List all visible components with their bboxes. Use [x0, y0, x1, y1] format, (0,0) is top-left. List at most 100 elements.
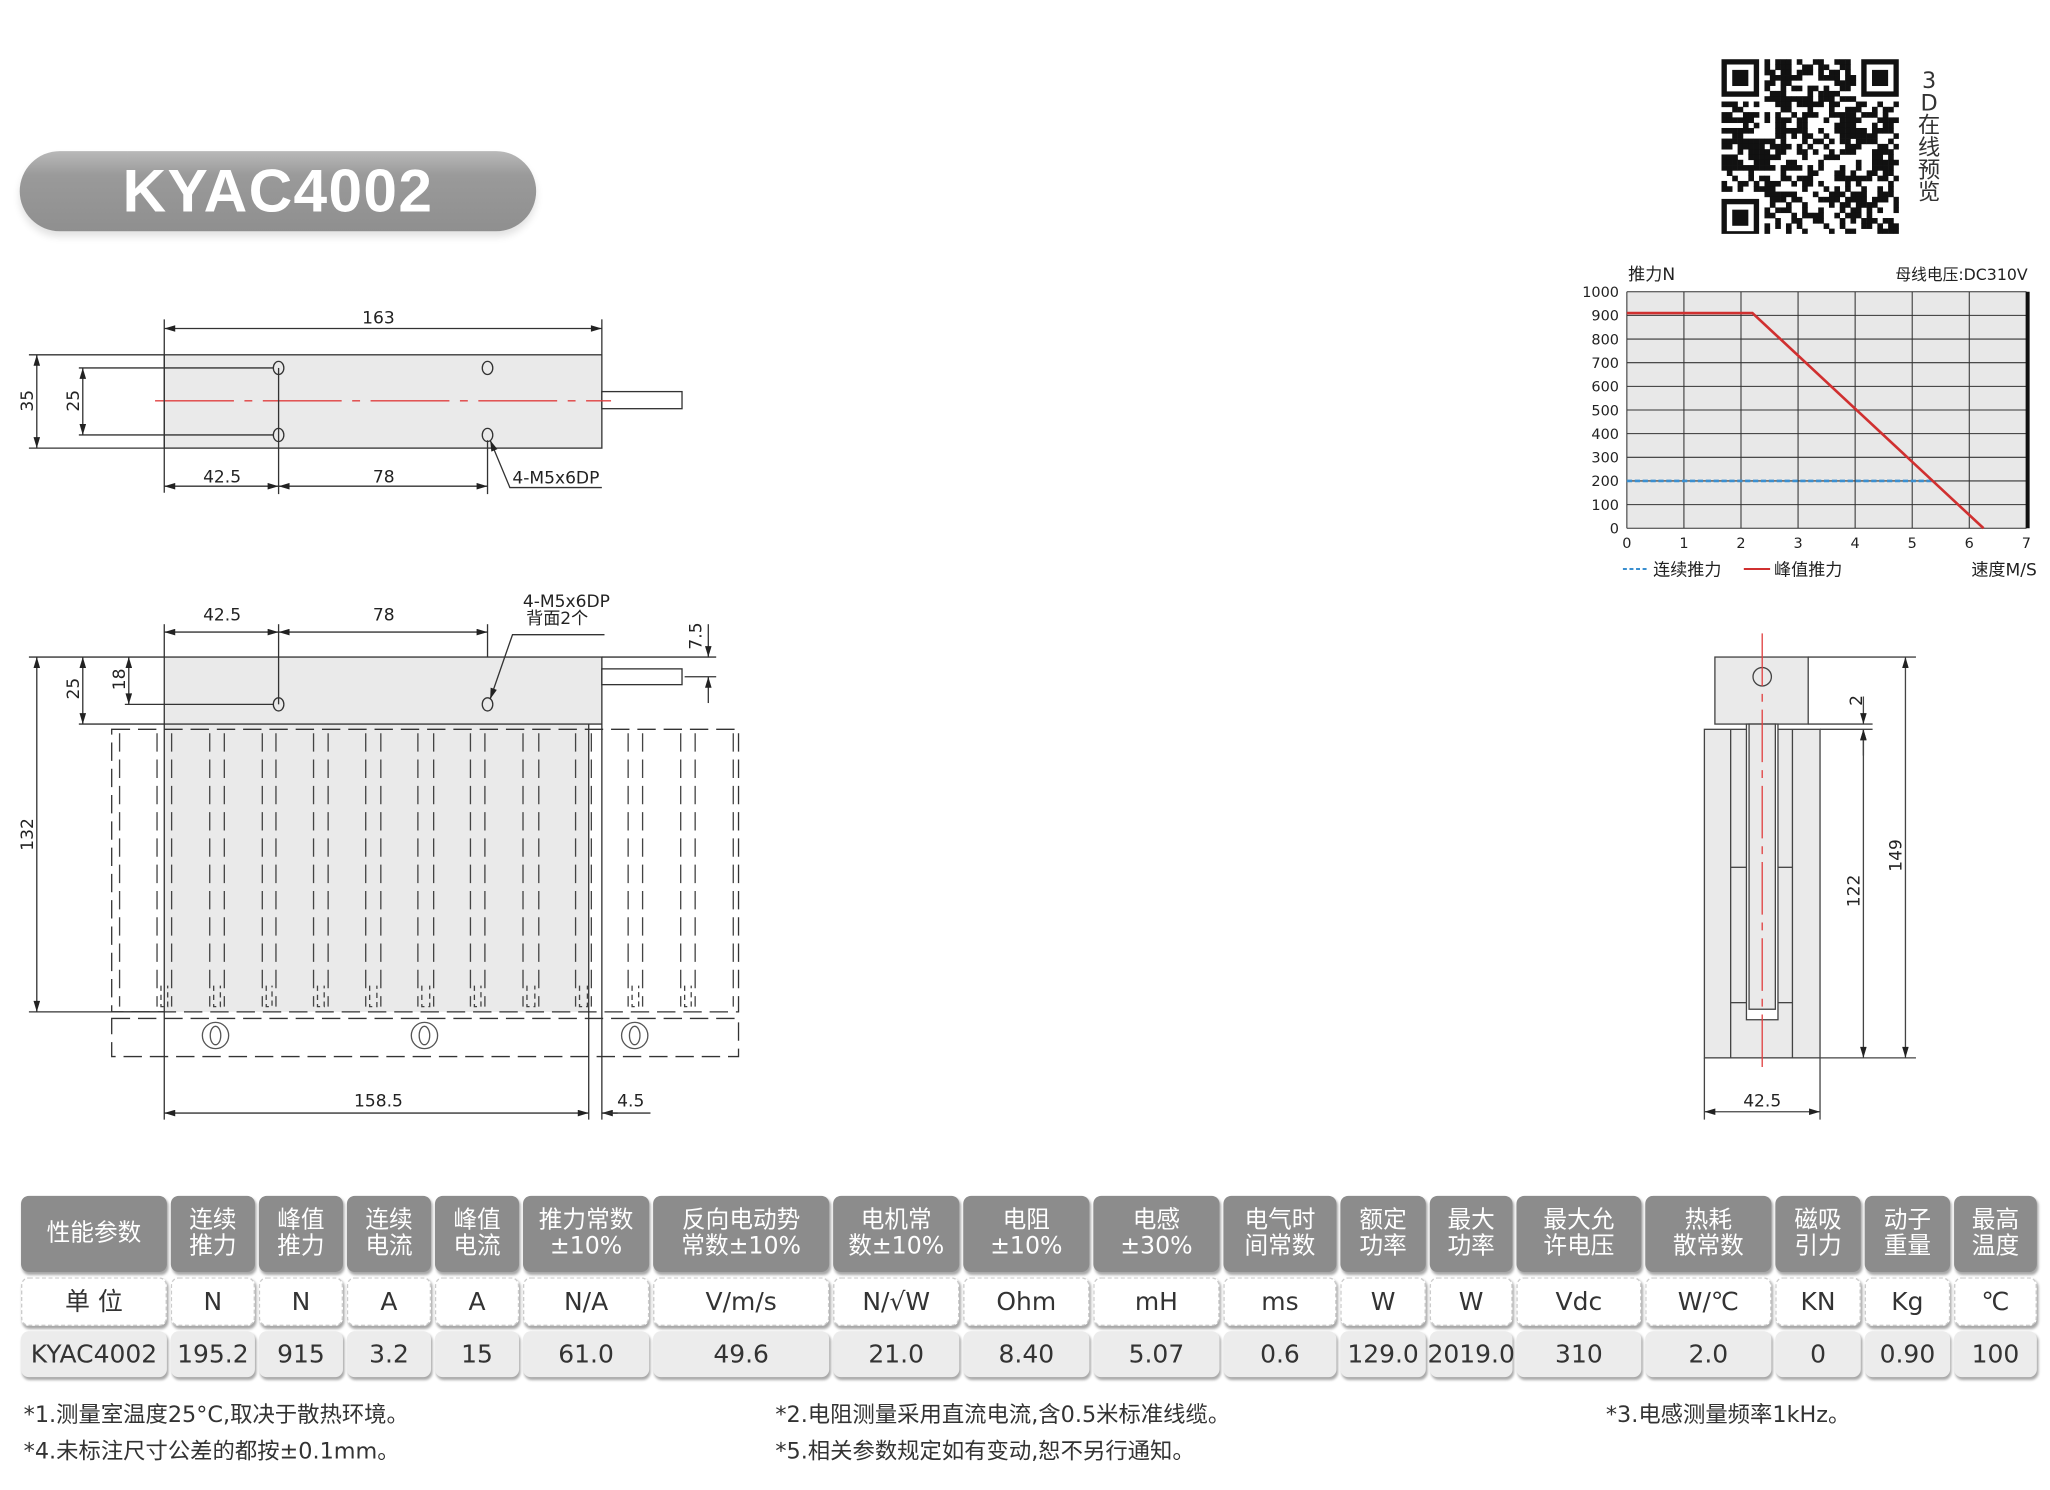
table-header-cell: 额定 功率: [1340, 1195, 1426, 1273]
legend-label-peak: 峰值推力: [1774, 561, 1842, 581]
magnet-slot: [683, 985, 692, 1008]
x-tick-label: 2: [1736, 536, 1745, 552]
table-header-cell: 峰值 电流: [434, 1195, 520, 1273]
table-header-cell: 电气时 间常数: [1223, 1195, 1337, 1273]
x-tick-label: 1: [1679, 536, 1688, 552]
model-title-banner: KYAC4002: [19, 151, 537, 232]
dim-mover-height: 25: [64, 678, 84, 700]
table-unit-cell: mH: [1093, 1277, 1220, 1326]
table-unit-cell: A: [434, 1277, 520, 1326]
x-tick-label: 7: [2022, 536, 2031, 552]
note-5: *5.相关参数规定如有变动,恕不另行通知。: [775, 1438, 1195, 1466]
dim-side-gap: 2: [1847, 695, 1867, 706]
magnet-slot: [160, 985, 169, 1008]
table-header-cell: 动子 重量: [1864, 1195, 1951, 1273]
qr-finder: [1721, 59, 1760, 97]
dim-cable-offset: 7.5: [687, 622, 707, 649]
y-tick-label: 900: [1591, 309, 1619, 325]
note-3: *3.电感测量频率1kHz。: [1605, 1402, 1851, 1429]
magnet-slot: [473, 985, 482, 1008]
top-view-drawing: [28, 319, 683, 495]
table-value-cell: 3.2: [346, 1331, 432, 1378]
dim-side-total-height: 149: [1887, 839, 1907, 872]
table-unit-cell: KN: [1775, 1277, 1861, 1326]
table-unit-row: 单 位 N N A A N/A V/m/s N/√W Ohm mH ms W W Vdc W/℃ KN Kg ℃: [21, 1277, 2039, 1326]
note-4: *4.未标注尺寸公差的都按±0.1mm。: [23, 1438, 400, 1466]
table-unit-cell: N/√W: [833, 1277, 960, 1326]
table-unit-cell: Kg: [1864, 1277, 1951, 1326]
table-value-cell: 15: [434, 1331, 520, 1378]
table-value-cell: 0: [1775, 1331, 1861, 1378]
note-1: *1.测量室温度25°C,取决于散热环境。: [23, 1402, 409, 1429]
dim-total-height: 132: [18, 818, 38, 851]
table-value-cell: 2019.0: [1427, 1331, 1515, 1378]
y-tick-label: 200: [1591, 474, 1619, 490]
note-2: *2.电阻测量采用直流电流,含0.5米标准线缆。: [775, 1402, 1231, 1429]
table-unit-cell: 单 位: [21, 1277, 167, 1326]
table-unit-cell: N: [170, 1277, 255, 1326]
qr-finder: [1861, 59, 1899, 97]
model-title: KYAC4002: [122, 156, 434, 225]
table-value-cell: 310: [1516, 1331, 1642, 1378]
table-header-cell: 最高 温度: [1954, 1195, 2037, 1273]
table-unit-cell: V/m/s: [653, 1277, 830, 1326]
x-tick-label: 0: [1622, 536, 1631, 552]
dim-coil-length: 158.5: [354, 1091, 403, 1111]
magnet-slot: [631, 985, 640, 1008]
table-unit-cell: Vdc: [1516, 1277, 1642, 1326]
magnet-slot: [578, 985, 589, 1008]
magnet-slot: [368, 985, 378, 1008]
table-header-row: 性能参数 连续 推力 峰值 推力 连续 电流 峰值 电流 推力常数 ±10% 反向电动势 常…: [21, 1195, 2039, 1273]
table-value-cell: 2.0: [1645, 1331, 1772, 1378]
table-unit-cell: W: [1429, 1277, 1513, 1326]
table-header-cell: 电感 ±30%: [1093, 1195, 1220, 1273]
hole-callout: 4-M5x6DP: [512, 469, 599, 489]
y-tick-label: 800: [1591, 332, 1619, 348]
legend-label-continuous: 连续推力: [1653, 561, 1721, 581]
table-row: KYAC4002 195.2 915 3.2 15 61.0 49.6 21.0 8.40 5.0…: [21, 1331, 2039, 1378]
table-value-cell: 21.0: [833, 1331, 960, 1378]
table-header-cell: 推力常数 ±10%: [523, 1195, 650, 1273]
dim-hole-pitch: 78: [373, 605, 395, 625]
y-tick-label: 0: [1610, 522, 1619, 538]
magnet-slot: [213, 985, 222, 1008]
table-header-cell: 最大允 许电压: [1516, 1195, 1642, 1273]
x-tick-label: 3: [1793, 536, 1802, 552]
y-axis-label: 推力N: [1628, 265, 1675, 285]
y-tick-label: 400: [1591, 427, 1619, 443]
table-unit-cell: W/℃: [1645, 1277, 1772, 1326]
table-unit-cell: A: [346, 1277, 432, 1326]
table-header-cell: 电阻 ±10%: [963, 1195, 1090, 1273]
table-value-cell: 129.0: [1340, 1331, 1426, 1378]
table-value-cell: 8.40: [963, 1331, 1090, 1378]
y-tick-label: 500: [1591, 403, 1619, 419]
x-tick-label: 6: [1965, 536, 1974, 552]
table-header-cell: 最大 功率: [1429, 1195, 1513, 1273]
table-value-cell: 5.07: [1093, 1331, 1220, 1378]
table-header-cell: 热耗 散常数: [1645, 1195, 1772, 1273]
dim-length: 163: [362, 308, 395, 328]
y-tick-label: 300: [1591, 451, 1619, 467]
dim-gap: 4.5: [617, 1091, 644, 1111]
table-value-cell: 0.6: [1223, 1331, 1337, 1378]
y-tick-label: 600: [1591, 380, 1619, 396]
table-unit-cell: ms: [1223, 1277, 1337, 1326]
table-value-cell: 100: [1954, 1331, 2037, 1378]
qr-finder: [1721, 198, 1760, 234]
front-view-drawing: [28, 624, 740, 1120]
table-value-cell: 0.90: [1864, 1331, 1951, 1378]
magnet-screw: [201, 1021, 649, 1050]
table-value-cell: 49.6: [653, 1331, 830, 1378]
table-value-cell: 195.2: [170, 1331, 255, 1378]
table-header-cell: 性能参数: [21, 1195, 167, 1273]
y-tick-label: 700: [1591, 356, 1619, 372]
dim-side-width: 42.5: [1743, 1091, 1781, 1111]
dim-hole-pitch: 78: [373, 467, 395, 487]
x-axis-label: 速度M/S: [1971, 561, 2037, 581]
table-value-cell: 915: [258, 1331, 343, 1378]
dim-stator-height: 122: [1844, 875, 1864, 908]
table-value-cell: KYAC4002: [21, 1331, 167, 1378]
qr-code: [1721, 59, 1899, 234]
